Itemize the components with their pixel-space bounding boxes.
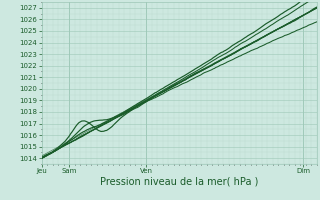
X-axis label: Pression niveau de la mer( hPa ): Pression niveau de la mer( hPa ) bbox=[100, 177, 258, 187]
